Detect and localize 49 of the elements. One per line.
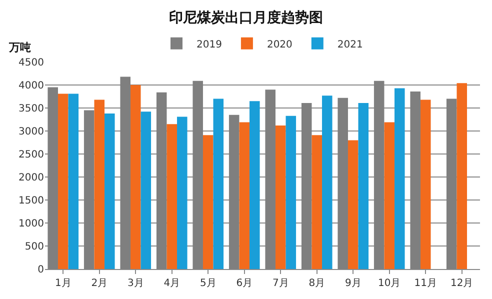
bar: [130, 85, 141, 269]
bar: [456, 83, 468, 269]
bar: [166, 124, 178, 269]
x-tick-label: 3月: [127, 278, 144, 289]
bar: [104, 114, 115, 269]
legend-label: 2020: [266, 39, 292, 50]
x-tick-label: 4月: [164, 278, 180, 289]
bar: [420, 100, 431, 269]
bar: [286, 116, 296, 269]
bar: [202, 135, 214, 269]
bar: [250, 101, 260, 269]
bar: [312, 135, 322, 269]
bar: [322, 96, 332, 269]
x-tick-label: 5月: [200, 278, 216, 289]
x-tick-label: 2月: [91, 278, 108, 289]
y-axis-title: 万吨: [8, 41, 31, 54]
y-tick-label: 0: [38, 264, 44, 276]
bar: [394, 88, 405, 269]
bar: [68, 94, 79, 269]
bar: [358, 102, 369, 269]
y-tick-label: 3500: [18, 104, 44, 114]
bar: [94, 100, 105, 269]
y-tick-label: 1500: [18, 196, 44, 206]
legend-label: 2021: [337, 39, 363, 50]
y-tick-label: 2500: [18, 150, 44, 160]
legend-label: 2019: [196, 39, 222, 50]
bar: [239, 122, 250, 269]
x-tick-label: 12月: [450, 278, 474, 289]
bar: [177, 116, 188, 269]
y-tick-label: 1000: [18, 218, 44, 230]
bar: [275, 125, 286, 269]
chart-title: 印尼煤炭出口月度趋势图: [169, 8, 323, 26]
x-tick-label: 8月: [308, 278, 326, 289]
y-tick-label: 3000: [18, 126, 44, 138]
bar: [213, 98, 224, 269]
y-tick-label: 4500: [18, 58, 44, 68]
bar: [58, 94, 68, 269]
x-tick-label: 6月: [236, 278, 253, 289]
y-tick-label: 4000: [18, 80, 44, 92]
x-tick-label: 11月: [414, 278, 437, 289]
bar: [384, 122, 395, 269]
y-tick-label: 2000: [18, 172, 44, 184]
x-tick-label: 9月: [344, 278, 362, 289]
x-tick-label: 1月: [54, 278, 72, 289]
y-tick-label: 500: [24, 242, 44, 252]
bar: [140, 112, 152, 269]
x-tick-label: 7月: [272, 278, 289, 289]
x-tick-label: 10月: [378, 278, 401, 289]
bar: [348, 140, 358, 269]
